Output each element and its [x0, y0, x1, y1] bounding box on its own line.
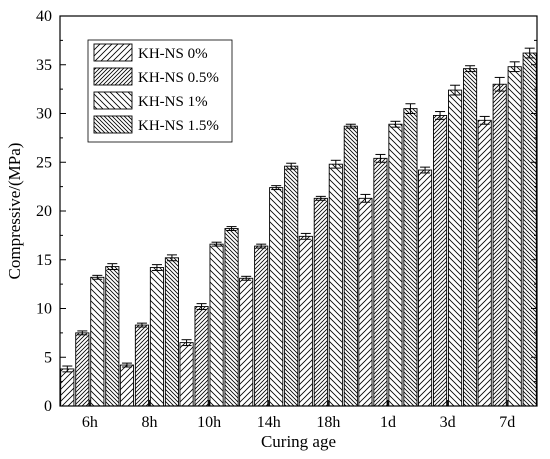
legend: KH-NS 0% KH-NS 0.5% KH-NS 1% KH-NS 1.5% — [87, 39, 233, 143]
legend-swatch-3 — [93, 91, 133, 110]
legend-swatch-2 — [93, 67, 133, 86]
y-tick-label: 15 — [36, 252, 52, 269]
y-tick-label: 35 — [36, 57, 52, 74]
bar-10h-3 — [209, 243, 224, 407]
bar-7d-3 — [507, 66, 522, 407]
bar-10h-4 — [224, 228, 239, 407]
x-tick-label: 14h — [257, 414, 281, 431]
bar-1d-1 — [358, 197, 373, 407]
legend-label-4: KH-NS 1.5% — [138, 118, 219, 134]
bar-7d-1 — [477, 119, 492, 407]
x-tick-label: 7d — [499, 414, 515, 431]
y-tick-label: 25 — [36, 154, 52, 171]
bar-1d-4 — [403, 108, 418, 407]
bar-7d-4 — [522, 52, 537, 407]
y-tick-label: 40 — [36, 8, 52, 25]
legend-swatch-4 — [93, 115, 133, 134]
bar-8h-3 — [149, 267, 164, 407]
bar-8h-1 — [119, 364, 134, 407]
x-tick-label: 1d — [380, 414, 396, 431]
bar-3d-4 — [463, 68, 478, 407]
bar-14h-2 — [254, 245, 269, 407]
bar-7d-2 — [492, 83, 507, 407]
x-tick-label: 6h — [82, 414, 98, 431]
legend-label-3: KH-NS 1% — [138, 94, 208, 110]
bar-6h-3 — [90, 276, 105, 407]
bar-14h-1 — [239, 277, 254, 407]
x-tick-label: 18h — [316, 414, 340, 431]
bar-6h-4 — [105, 266, 120, 407]
bar-10h-1 — [179, 342, 194, 407]
legend-label-2: KH-NS 0.5% — [138, 70, 219, 86]
bar-3d-3 — [448, 89, 463, 407]
bar-10h-2 — [194, 306, 209, 407]
bar-18h-4 — [343, 125, 358, 407]
bar-8h-4 — [164, 257, 179, 407]
x-tick-label: 10h — [197, 414, 221, 431]
error-bars-layer — [62, 47, 535, 373]
y-axis-label: Compressive/(MPa) — [5, 143, 24, 280]
bar-1d-3 — [388, 123, 403, 407]
bar-14h-4 — [284, 165, 299, 407]
x-axis-label: Curing age — [261, 432, 336, 451]
x-tick-label: 3d — [440, 414, 456, 431]
bar-1d-2 — [373, 157, 388, 407]
y-tick-label: 30 — [36, 106, 52, 123]
y-tick-label: 0 — [44, 398, 52, 415]
x-tick-label: 8h — [141, 414, 157, 431]
bar-6h-1 — [60, 368, 75, 407]
y-tick-label: 10 — [36, 301, 52, 318]
bar-8h-2 — [134, 324, 149, 407]
bar-3d-2 — [433, 114, 448, 407]
y-axis: 0 5 10 15 20 25 30 35 40 — [36, 8, 537, 415]
bar-14h-3 — [269, 187, 284, 407]
bar-18h-3 — [328, 163, 343, 407]
bar-18h-2 — [313, 197, 328, 407]
y-tick-label: 5 — [44, 349, 52, 366]
x-axis: 6h 8h 10h 14h 18h 1d 3d 7d — [82, 400, 515, 431]
bar-18h-1 — [298, 235, 313, 407]
y-tick-label: 20 — [36, 203, 52, 220]
legend-label-1: KH-NS 0% — [138, 46, 208, 62]
legend-swatch-1 — [93, 43, 133, 62]
bar-6h-2 — [75, 332, 90, 407]
bar-3d-1 — [418, 169, 433, 407]
